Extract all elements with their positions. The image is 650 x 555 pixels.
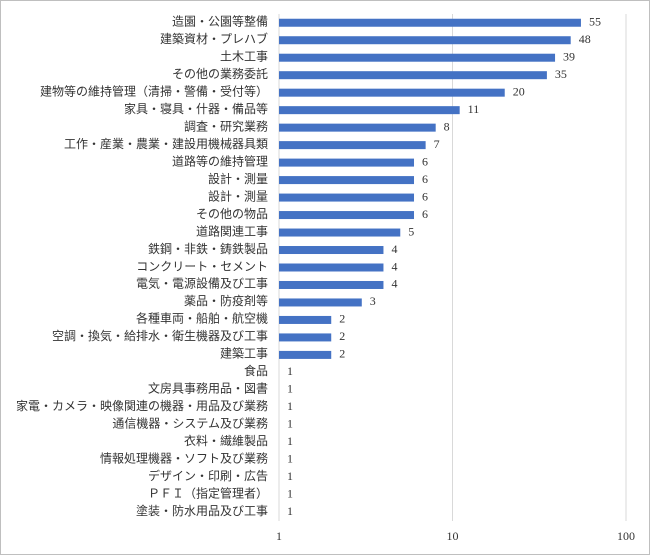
y-tick-label: 道路関連工事	[196, 223, 268, 238]
value-label: 1	[287, 382, 293, 396]
value-label: 11	[468, 102, 480, 116]
value-label: 1	[287, 487, 293, 501]
y-tick-label: デザイン・印刷・広告	[148, 468, 268, 483]
value-label: 1	[287, 417, 293, 431]
value-label: 4	[391, 242, 397, 256]
y-tick-label: 設計・測量	[208, 188, 268, 203]
value-label: 2	[339, 329, 345, 343]
value-label: 1	[287, 504, 293, 518]
bar	[279, 298, 362, 307]
y-tick-label: 塗装・防水用品及び工事	[136, 503, 268, 518]
bar	[279, 36, 571, 45]
value-label: 6	[422, 154, 428, 168]
y-tick-label: ＰＦＩ（指定管理者）	[148, 486, 268, 501]
y-tick-label: コンクリート・セメント	[136, 259, 268, 273]
bar	[279, 333, 332, 342]
bar	[279, 141, 426, 150]
bar	[279, 18, 581, 27]
value-label: 1	[287, 434, 293, 448]
y-tick-label: 建物等の維持管理（清掃・警備・受付等）	[40, 83, 268, 98]
bar	[279, 88, 505, 97]
bar	[279, 246, 384, 255]
y-tick-label: 道路等の維持管理	[172, 153, 268, 168]
value-label: 35	[555, 67, 567, 81]
bar	[279, 228, 401, 237]
y-tick-label: 文房具事務用品・図書	[148, 381, 268, 396]
y-tick-label: 工作・産業・農業・建設用機械器具類	[64, 136, 268, 151]
y-tick-label: 調査・研究業務	[184, 118, 268, 133]
value-label: 1	[287, 452, 293, 466]
bar	[279, 211, 415, 220]
value-label: 6	[422, 207, 428, 221]
bar	[279, 158, 415, 167]
y-tick-label: 衣料・繊維製品	[184, 433, 268, 448]
value-label: 20	[513, 84, 525, 98]
y-tick-label: 建築資材・プレハブ	[160, 31, 268, 46]
value-label: 3	[370, 294, 376, 308]
bar	[279, 315, 332, 324]
bar	[279, 263, 384, 272]
y-tick-label: 各種車両・船舶・航空機	[136, 311, 268, 326]
value-label: 1	[287, 399, 293, 413]
y-tick-label: 電気・電源設備及び工事	[136, 276, 268, 291]
value-label: 4	[391, 259, 397, 273]
y-tick-label: 家電・カメラ・映像関連の機器・用品及び業務	[16, 398, 268, 413]
y-tick-label: 空調・換気・給排水・衛生機器及び工事	[52, 328, 268, 343]
value-label: 5	[408, 224, 414, 238]
bar	[279, 280, 384, 289]
y-tick-label: 薬品・防疫剤等	[184, 293, 268, 308]
y-tick-label: 食品	[244, 363, 268, 378]
value-label: 48	[579, 32, 591, 46]
y-tick-label: 建築工事	[220, 346, 268, 361]
y-tick-label: 設計・測量	[208, 171, 268, 186]
value-label: 39	[563, 49, 575, 63]
y-tick-label: 鉄鋼・非鉄・鋳鉄製品	[148, 241, 268, 256]
value-label: 6	[422, 172, 428, 186]
bar	[279, 53, 556, 62]
value-label: 2	[339, 347, 345, 361]
x-tick-label: 1	[276, 529, 282, 543]
y-tick-label: 通信機器・システム及び業務	[112, 416, 268, 431]
value-label: 1	[287, 469, 293, 483]
value-label: 4	[391, 277, 397, 291]
value-label: 7	[434, 137, 440, 151]
value-label: 1	[287, 364, 293, 378]
bar	[279, 176, 415, 185]
value-label: 8	[444, 119, 450, 133]
value-label: 2	[339, 312, 345, 326]
y-tick-label: 家具・寝具・什器・備品等	[124, 101, 268, 116]
y-tick-label: 土木工事	[220, 49, 268, 63]
bar	[279, 350, 332, 359]
value-label: 6	[422, 189, 428, 203]
x-tick-label: 10	[447, 529, 459, 543]
x-tick-label: 100	[617, 529, 635, 543]
bar	[279, 193, 415, 202]
y-tick-label: 情報処理機器・ソフト及び業務	[100, 451, 268, 466]
bar	[279, 106, 460, 115]
bar	[279, 71, 547, 80]
y-tick-label: その他の物品	[196, 207, 268, 221]
y-tick-label: 造園・公園等整備	[172, 13, 268, 28]
value-label: 55	[589, 14, 601, 28]
y-tick-label: その他の業務委託	[172, 66, 268, 81]
bar	[279, 123, 436, 132]
